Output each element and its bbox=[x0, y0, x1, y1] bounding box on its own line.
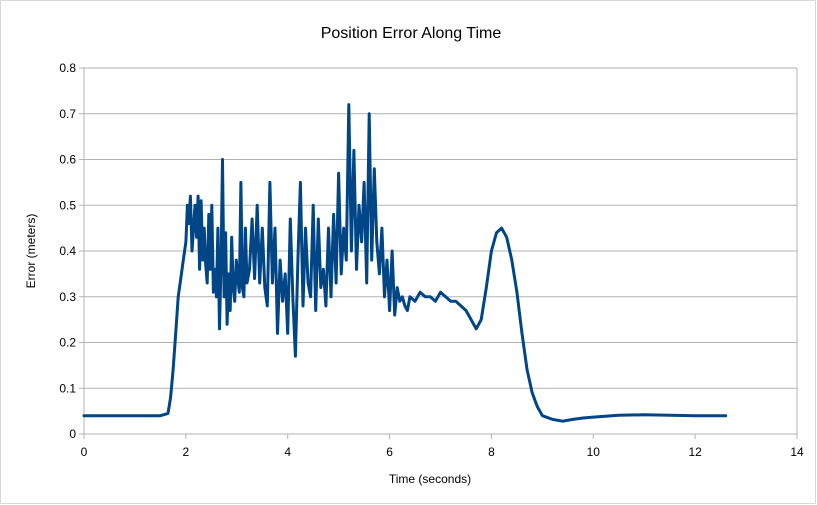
y-tick-label: 0.2 bbox=[59, 336, 76, 350]
y-tick-labels: 0 0.1 0.2 0.3 0.4 0.5 0.6 0.7 0.8 bbox=[59, 61, 76, 441]
y-tick-label: 0.3 bbox=[59, 290, 76, 304]
y-axis-label: Error (meters) bbox=[24, 214, 38, 289]
x-axis-label: Time (seconds) bbox=[389, 472, 471, 486]
x-tick-label: 2 bbox=[183, 445, 190, 459]
x-tick-label: 6 bbox=[386, 445, 393, 459]
y-tick-label: 0.7 bbox=[59, 107, 76, 121]
x-tick-label: 8 bbox=[488, 445, 495, 459]
y-tick-label: 0.8 bbox=[59, 61, 76, 75]
x-tick-label: 10 bbox=[587, 445, 601, 459]
x-tick-label: 4 bbox=[284, 445, 291, 459]
x-tick-labels: 0 2 4 6 8 10 12 14 bbox=[81, 445, 804, 459]
series-layer bbox=[82, 103, 728, 423]
x-tick-label: 12 bbox=[688, 445, 702, 459]
x-tick-label: 14 bbox=[790, 445, 804, 459]
y-tick-label: 0 bbox=[69, 427, 76, 441]
x-tick-label: 0 bbox=[81, 445, 88, 459]
y-tick-label: 0.1 bbox=[59, 381, 76, 395]
y-tick-label: 0.5 bbox=[59, 198, 76, 212]
chart-title: Position Error Along Time bbox=[321, 25, 502, 42]
y-tick-label: 0.4 bbox=[59, 244, 76, 258]
series-line bbox=[82, 103, 728, 423]
y-tick-label: 0.6 bbox=[59, 153, 76, 167]
axes bbox=[79, 67, 798, 439]
